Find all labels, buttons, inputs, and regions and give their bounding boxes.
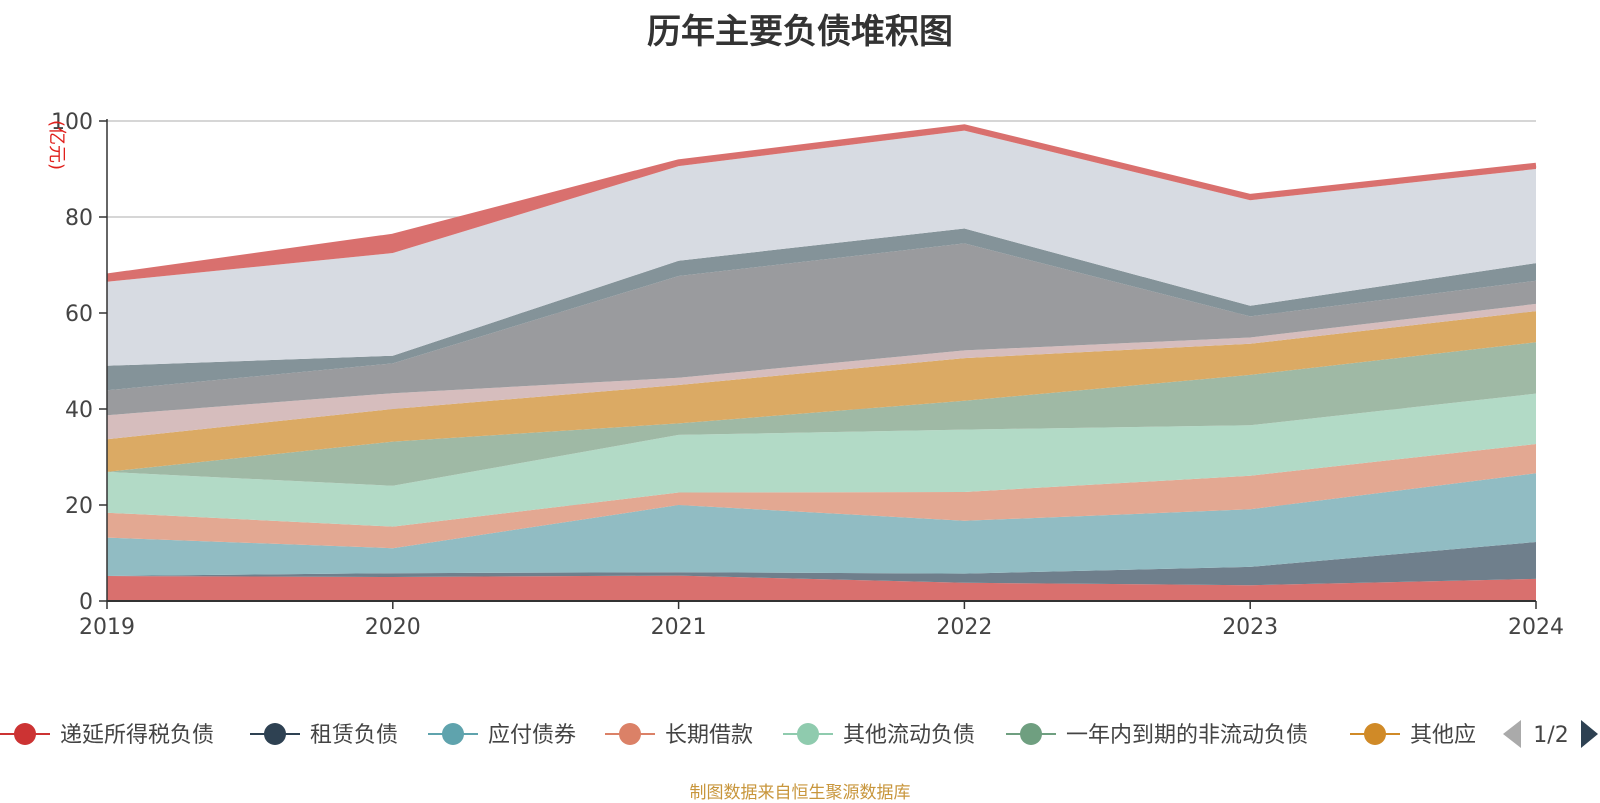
x-tick-label-2019: 2019 <box>79 615 135 640</box>
area-series-10[interactable] <box>107 228 1536 391</box>
legend-label: 递延所得税负债 <box>60 723 214 748</box>
legend-label: 应付债券 <box>488 723 576 748</box>
area-layer <box>106 124 1537 601</box>
x-tick-label-2024: 2024 <box>1508 615 1564 640</box>
legend-item-6[interactable]: 一年内到期的非流动负债 <box>1006 723 1308 748</box>
legend-marker-icon <box>264 723 286 745</box>
source-note: 制图数据来自恒生聚源数据库 <box>689 783 911 803</box>
x-tick-label-2023: 2023 <box>1222 615 1278 640</box>
area-series-1[interactable] <box>107 575 1536 601</box>
legend-item-1[interactable]: 递延所得税负债 <box>0 723 214 748</box>
x-tick-label-2022: 2022 <box>936 615 992 640</box>
legend-item-3[interactable]: 应付债券 <box>428 723 576 748</box>
y-tick-label-80: 80 <box>65 206 93 231</box>
legend-marker-icon <box>1020 723 1042 745</box>
y-tick-label-60: 60 <box>65 302 93 327</box>
axis-layer: 0 20 40 60 80 100 2019 2020 2021 2022 2023 2024 (亿元) <box>46 110 1564 640</box>
legend-next-page-icon[interactable] <box>1581 720 1598 748</box>
y-unit-label: (亿元) <box>46 120 67 170</box>
area-series-2[interactable] <box>107 542 1536 586</box>
legend-label: 其他流动负债 <box>843 723 975 748</box>
legend-marker-icon <box>797 723 819 745</box>
area-series-3[interactable] <box>107 473 1536 576</box>
area-series-6[interactable] <box>107 342 1536 486</box>
legend: 递延所得税负债 租赁负债 应付债券 长期借款 其他流动负债 一年内到期的非流动负债 其他应 1… <box>0 720 1598 748</box>
x-tick-label-2020: 2020 <box>365 615 421 640</box>
total-line <box>106 124 1537 279</box>
legend-item-2[interactable]: 租赁负债 <box>250 723 398 748</box>
legend-label: 其他应 <box>1410 723 1476 748</box>
area-series-12[interactable] <box>107 126 1536 282</box>
legend-marker-icon <box>14 723 36 745</box>
y-tick-label-100: 100 <box>51 110 93 135</box>
legend-marker-icon <box>619 723 641 745</box>
legend-label: 长期借款 <box>665 723 753 748</box>
area-series-8[interactable] <box>107 303 1536 440</box>
legend-item-4[interactable]: 长期借款 <box>605 723 753 748</box>
legend-label: 租赁负债 <box>310 723 398 748</box>
legend-label: 一年内到期的非流动负债 <box>1066 723 1308 748</box>
legend-prev-page-icon[interactable] <box>1503 720 1521 748</box>
x-tick-label-2021: 2021 <box>651 615 707 640</box>
y-tick-label-20: 20 <box>65 494 93 519</box>
chart-title: 历年主要负债堆积图 <box>647 12 953 52</box>
area-series-4[interactable] <box>107 444 1536 549</box>
legend-item-5[interactable]: 其他流动负债 <box>783 723 975 748</box>
area-series-5[interactable] <box>107 393 1536 527</box>
y-tick-label-0: 0 <box>79 590 93 615</box>
area-series-11[interactable] <box>107 130 1536 366</box>
legend-page-indicator: 1/2 <box>1533 723 1568 748</box>
legend-item-7[interactable]: 其他应 <box>1350 723 1476 748</box>
area-series-9[interactable] <box>107 243 1536 416</box>
area-series-7[interactable] <box>107 311 1536 472</box>
y-tick-label-40: 40 <box>65 398 93 423</box>
legend-marker-icon <box>1364 723 1386 745</box>
legend-marker-icon <box>442 723 464 745</box>
